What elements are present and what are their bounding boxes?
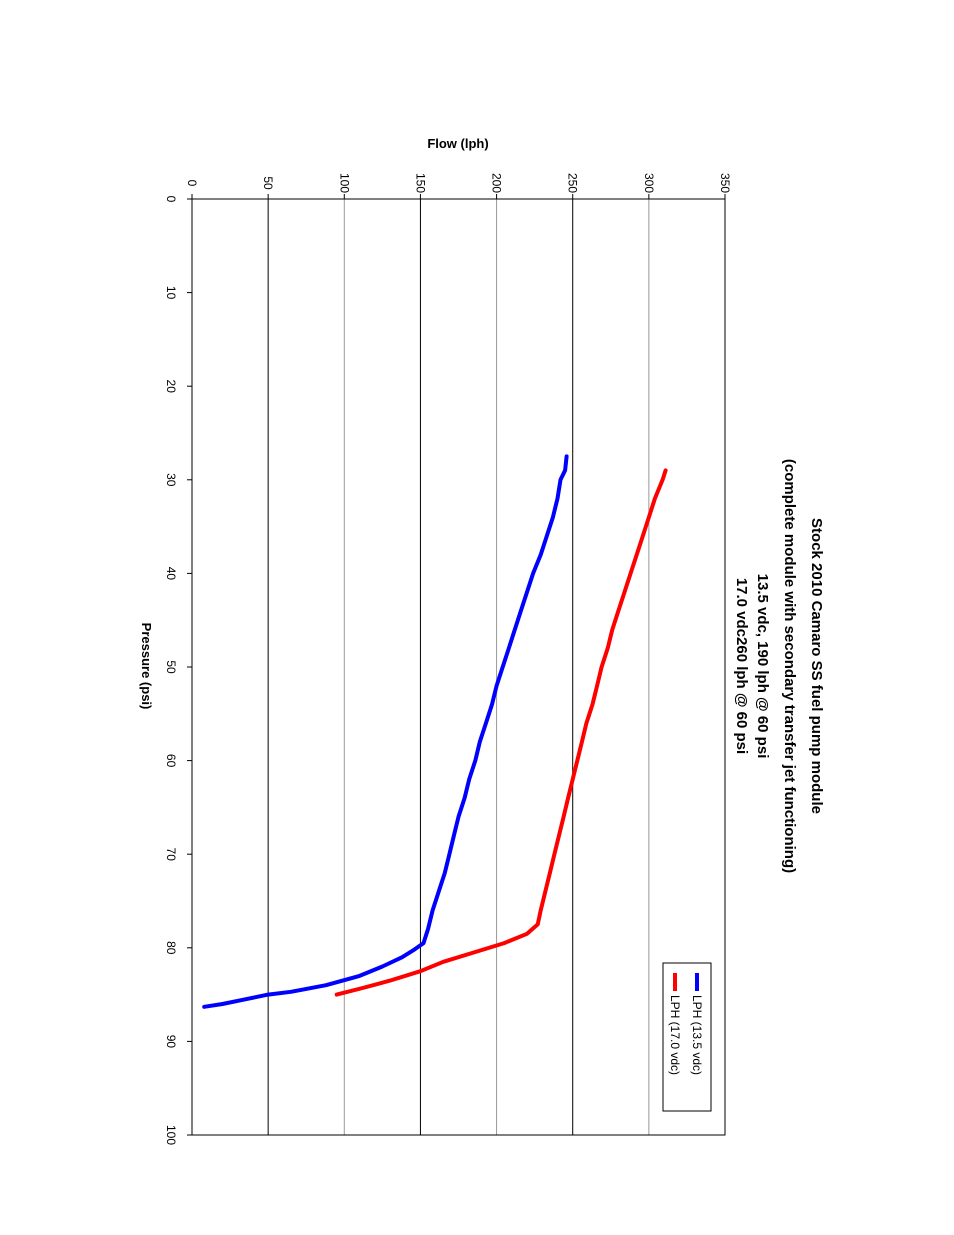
series-lines <box>202 454 668 1009</box>
series-line-2 <box>334 468 668 997</box>
flow-tick-label: 250 <box>566 173 580 193</box>
pressure-tick-label: 50 <box>164 660 178 674</box>
pressure-tick-label: 10 <box>164 286 178 300</box>
title-line-4: 17.0 vdc260 lph @ 60 psi <box>733 578 750 754</box>
title-line-3: 13.5 vdc, 190 lph @ 60 psi <box>754 574 771 759</box>
flow-tick-label: 300 <box>642 173 656 193</box>
legend: LPH (13.5 vdc) LPH (17.0 vdc) <box>662 962 712 1112</box>
pressure-tick-label: 90 <box>164 1035 178 1049</box>
pressure-tick-label: 100 <box>164 1125 178 1145</box>
y-axis-title: Flow (lph) <box>427 136 488 151</box>
legend-label-2: LPH (17.0 vdc) <box>668 995 682 1075</box>
pressure-tick-label: 20 <box>164 380 178 394</box>
flow-tick-label: 0 <box>185 180 199 187</box>
title-line-1: Stock 2010 Camaro SS fuel pump module <box>808 518 825 814</box>
flow-tick-label: 350 <box>718 173 732 193</box>
flow-tick-label: 100 <box>337 173 351 193</box>
pressure-tick-label: 0 <box>164 196 178 203</box>
title-line-2: (complete module with secondary transfer… <box>781 459 798 873</box>
flow-tick-label: 150 <box>413 173 427 193</box>
pressure-tick-label: 60 <box>164 754 178 768</box>
legend-label-1: LPH (13.5 vdc) <box>690 995 704 1075</box>
legend-box <box>662 962 712 1112</box>
flow-tick-label: 200 <box>490 173 504 193</box>
series-line-1 <box>202 454 569 1009</box>
pressure-tick-label: 40 <box>164 567 178 581</box>
flow-tick-label: 50 <box>261 176 275 190</box>
pressure-tick-label: 80 <box>164 941 178 955</box>
chart-title: Stock 2010 Camaro SS fuel pump module (c… <box>733 459 825 873</box>
pressure-tick-label: 30 <box>164 473 178 487</box>
x-axis-title: Pressure (psi) <box>139 623 154 710</box>
tick-labels: 0 50 100 150 200 250 300 350 0 10 20 30 40 50 60 70 80 90… <box>164 173 732 1145</box>
pressure-tick-label: 70 <box>164 848 178 862</box>
plot-area <box>191 198 726 1136</box>
